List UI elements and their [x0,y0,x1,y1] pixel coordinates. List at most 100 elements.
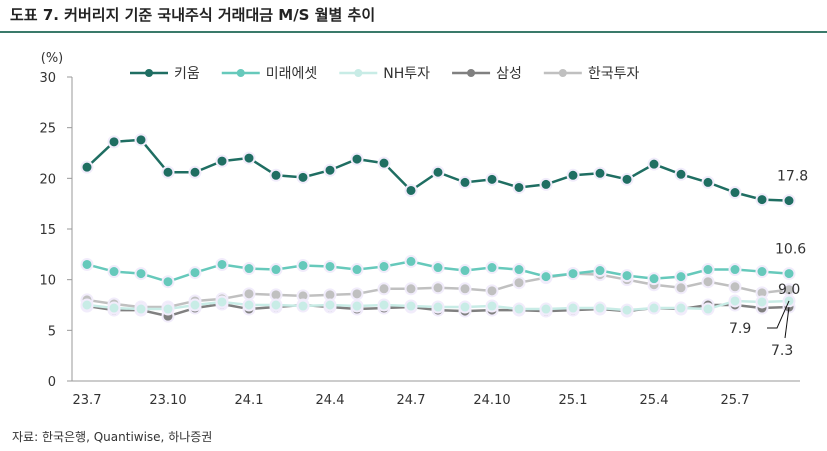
data-point [188,165,202,179]
data-point [701,302,715,316]
leader-line [767,300,790,329]
x-tick-label: 23.10 [149,393,186,408]
x-tick-label: 24.4 [316,393,345,408]
data-point [404,282,418,296]
data-point [323,298,337,312]
data-point [485,284,499,298]
data-point [539,177,553,191]
data-point [431,261,445,275]
x-tick-label: 24.1 [235,393,264,408]
data-point [134,302,148,316]
data-point [377,282,391,296]
data-point [458,264,472,278]
chart-title: 도표 7. 커버리지 기준 국내주식 거래대금 M/S 월별 추이 [10,6,376,24]
data-point [458,300,472,314]
data-point [107,265,121,279]
data-point [269,168,283,182]
data-point [269,263,283,277]
data-point [458,175,472,189]
annotation-hankook: 9.0 [778,282,800,298]
data-point [80,160,94,174]
data-point [755,265,769,279]
x-tick-label: 24.7 [397,393,426,408]
data-point [161,165,175,179]
data-point [593,264,607,278]
legend-marker [354,69,363,77]
data-point [647,157,661,171]
data-point [755,295,769,309]
data-point [350,299,364,313]
data-point [80,257,94,271]
y-tick-label: 15 [39,223,56,238]
x-tick-label: 25.7 [721,393,750,408]
annotation-kiwoom: 17.8 [777,169,808,185]
data-point [701,175,715,189]
legend-label: 키움 [174,66,200,82]
data-point [242,151,256,165]
data-point [323,259,337,273]
y-tick-label: 10 [39,274,56,289]
annotation-mirae: 10.6 [775,242,806,258]
data-point [377,259,391,273]
data-point [674,301,688,315]
data-point [647,272,661,286]
data-point [485,299,499,313]
y-axis-label: (%) [41,51,64,66]
data-point [404,254,418,268]
legend-marker [145,69,153,77]
data-point [728,294,742,308]
data-point [134,267,148,281]
leader-line [784,306,790,339]
data-point [539,302,553,316]
data-point [674,281,688,295]
data-point [620,269,634,283]
data-point [485,261,499,275]
data-point [782,267,796,281]
data-point [728,263,742,277]
data-point [701,263,715,277]
data-point [620,172,634,186]
data-point [134,133,148,147]
data-point [80,298,94,312]
data-point [458,282,472,296]
data-point [593,166,607,180]
data-point [377,156,391,170]
data-point [215,257,229,271]
data-point [485,172,499,186]
data-point [215,154,229,168]
x-tick-label: 24.10 [473,393,510,408]
legend-label: 삼성 [496,66,522,82]
data-point [647,301,661,315]
data-point [215,295,229,309]
data-point [188,266,202,280]
data-point [431,165,445,179]
data-point [431,300,445,314]
data-point [755,193,769,207]
data-point [512,263,526,277]
data-point [404,183,418,197]
data-point [161,275,175,289]
data-point [404,299,418,313]
legend-marker [467,69,476,77]
data-point [242,262,256,276]
data-point [350,152,364,166]
legend-marker [236,69,245,77]
data-point [782,194,796,208]
legend-label: 한국투자 [588,66,640,82]
data-point [350,287,364,301]
data-point [701,275,715,289]
data-point [566,301,580,315]
x-tick-label: 23.7 [73,393,102,408]
data-point [269,298,283,312]
data-point [350,263,364,277]
data-point [242,298,256,312]
annotation-samsung: 7.3 [771,343,793,359]
legend-label: 미래에셋 [266,66,318,82]
annotation-nh: 7.9 [729,321,751,337]
data-point [242,287,256,301]
y-tick-label: 20 [39,172,56,187]
data-point [296,258,310,272]
source-note: 자료: 한국은행, Quantiwise, 하나증권 [12,430,213,444]
data-point [188,298,202,312]
